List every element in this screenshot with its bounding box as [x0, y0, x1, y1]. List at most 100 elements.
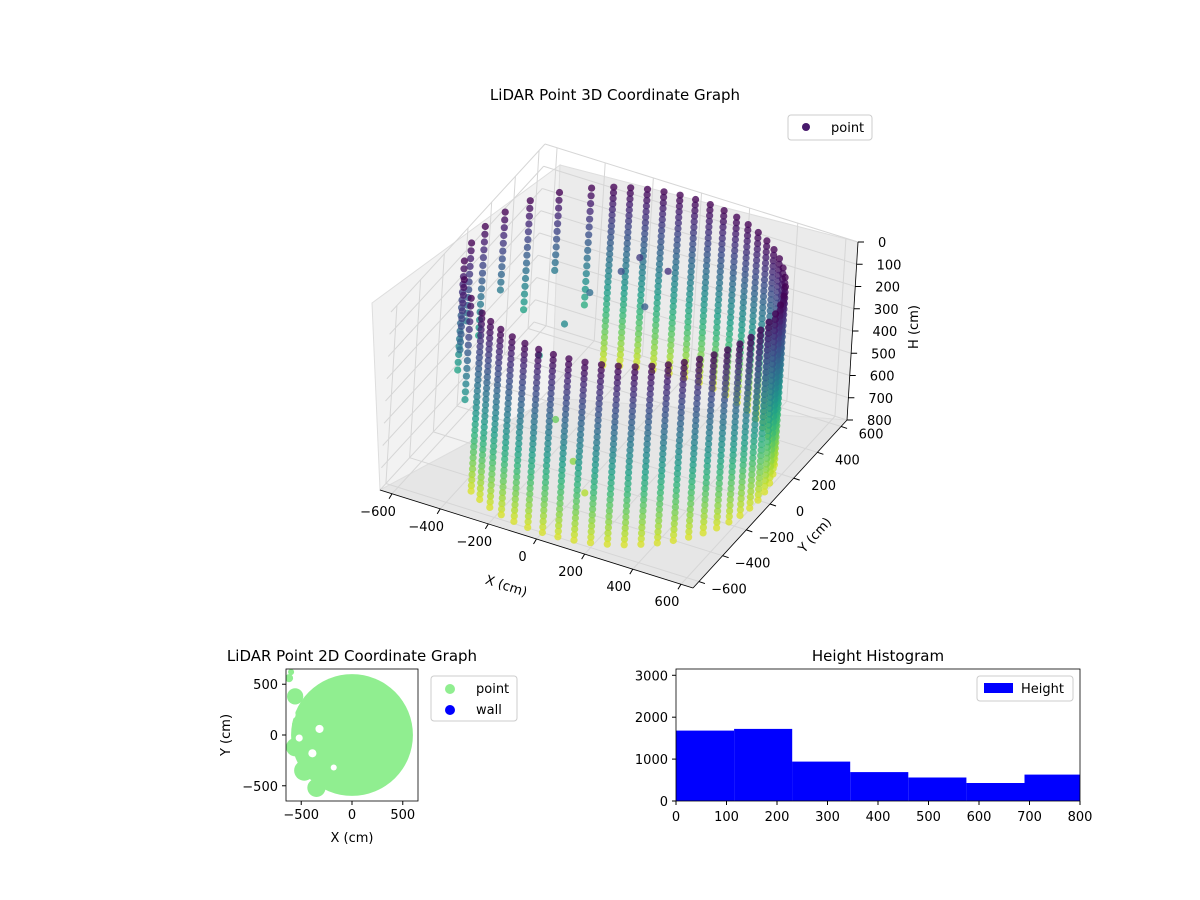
data-point-3d: [514, 445, 523, 453]
data-point-3d: [613, 384, 621, 393]
data-point-3d: [465, 325, 473, 334]
data-point-3d: [725, 518, 733, 526]
data-point-3d: [579, 397, 587, 405]
data-point-3d: [643, 191, 651, 199]
data-point-3d: [607, 485, 615, 493]
data-point-3d: [737, 500, 745, 508]
data-point-3d: [483, 384, 491, 392]
data-point-3d: [679, 386, 687, 394]
data-point-3d: [555, 188, 564, 197]
data-point-3d: [623, 491, 631, 499]
data-point-3d: [526, 490, 534, 498]
data-point-3d: [687, 262, 696, 270]
chart-3d: LiDAR Point 3D Coordinate Graph −600 −600…: [360, 86, 922, 610]
data-point-3d: [760, 402, 768, 410]
data-point-3d: [748, 465, 756, 473]
data-point-3d: [513, 467, 521, 475]
data-point-3d: [597, 366, 605, 374]
data-point-3d: [723, 357, 731, 365]
data-point-3d: [640, 490, 648, 498]
data-point-3d: [478, 315, 486, 323]
data-point-3d: [725, 336, 733, 344]
data-point-3d: [499, 483, 507, 491]
data-point-3d: [766, 312, 774, 320]
data-point-3d: [530, 418, 538, 426]
data-point-3d: [555, 522, 563, 530]
data-point-3d: [609, 200, 617, 208]
legend-3d: point: [787, 114, 873, 141]
data-point-3d: [534, 362, 542, 370]
histogram-x-tick-label: 600: [967, 810, 992, 825]
data-point-3d: [617, 334, 626, 342]
data-point-3d: [510, 506, 519, 514]
data-point-3d: [477, 479, 485, 487]
data-point-3d: [549, 362, 557, 370]
data-point-3d: [664, 267, 672, 275]
histogram-bar: [966, 783, 1025, 801]
data-point-3d: [580, 380, 588, 389]
data-point-3d: [692, 195, 700, 204]
data-point-3d: [668, 325, 676, 333]
data-point-3d: [482, 395, 490, 403]
data-point-3d: [644, 429, 652, 437]
data-point-3d: [527, 462, 536, 470]
data-point-3d: [657, 483, 665, 491]
data-point-3d: [716, 474, 724, 482]
data-point-3d: [635, 324, 643, 332]
data-point-3d: [758, 429, 766, 438]
data-point-3d: [760, 281, 768, 289]
data-point-3d: [626, 200, 634, 209]
data-point-3d: [697, 345, 706, 353]
data-point-3d: [641, 230, 649, 238]
histogram-bars: [676, 728, 1080, 801]
data-point-3d: [688, 245, 697, 254]
data-point-3d: [560, 320, 569, 328]
scatter-2d-blob: [292, 717, 307, 732]
data-point-3d: [756, 343, 764, 351]
data-point-3d: [717, 251, 725, 259]
data-point-3d: [674, 219, 683, 227]
data-point-3d: [490, 442, 498, 450]
data-point-3d: [762, 460, 770, 468]
data-point-3d: [703, 457, 712, 465]
data-point-3d: [702, 484, 710, 492]
data-point-3d: [482, 401, 490, 409]
data-point-3d: [654, 277, 663, 285]
data-point-3d: [713, 312, 722, 320]
data-point-3d: [555, 204, 563, 212]
data-point-3d: [612, 407, 620, 415]
data-point-3d: [489, 448, 497, 456]
data-point-3d: [593, 433, 601, 441]
data-point-3d: [768, 365, 776, 374]
data-point-3d: [467, 294, 475, 302]
data-point-3d: [745, 361, 753, 369]
data-point-3d: [742, 248, 751, 256]
data-point-3d: [465, 333, 473, 341]
data-point-3d: [718, 435, 726, 443]
data-point-3d: [736, 511, 744, 519]
data-point-3d: [726, 319, 734, 327]
y-tick-mark-3d: [769, 503, 777, 507]
data-point-3d: [685, 307, 693, 315]
data-point-3d: [756, 337, 764, 345]
data-point-3d: [604, 283, 612, 291]
data-point-3d: [658, 227, 666, 235]
data-point-3d: [658, 455, 667, 464]
data-point-3d: [769, 349, 777, 357]
data-point-3d: [642, 213, 650, 221]
y-tick-mark-3d: [722, 555, 729, 559]
data-point-3d: [771, 315, 779, 323]
data-point-3d: [660, 193, 668, 201]
data-point-3d: [710, 356, 718, 365]
data-point-3d: [591, 472, 599, 480]
data-point-3d: [492, 398, 500, 406]
data-point-3d: [695, 366, 703, 374]
data-point-3d: [738, 484, 746, 492]
data-point-3d: [583, 254, 591, 262]
data-point-3d: [653, 293, 662, 301]
data-point-3d: [742, 417, 750, 425]
data-point-3d: [754, 371, 762, 379]
data-point-3d: [494, 370, 502, 378]
data-point-3d: [703, 245, 712, 253]
data-point-3d: [571, 520, 579, 528]
